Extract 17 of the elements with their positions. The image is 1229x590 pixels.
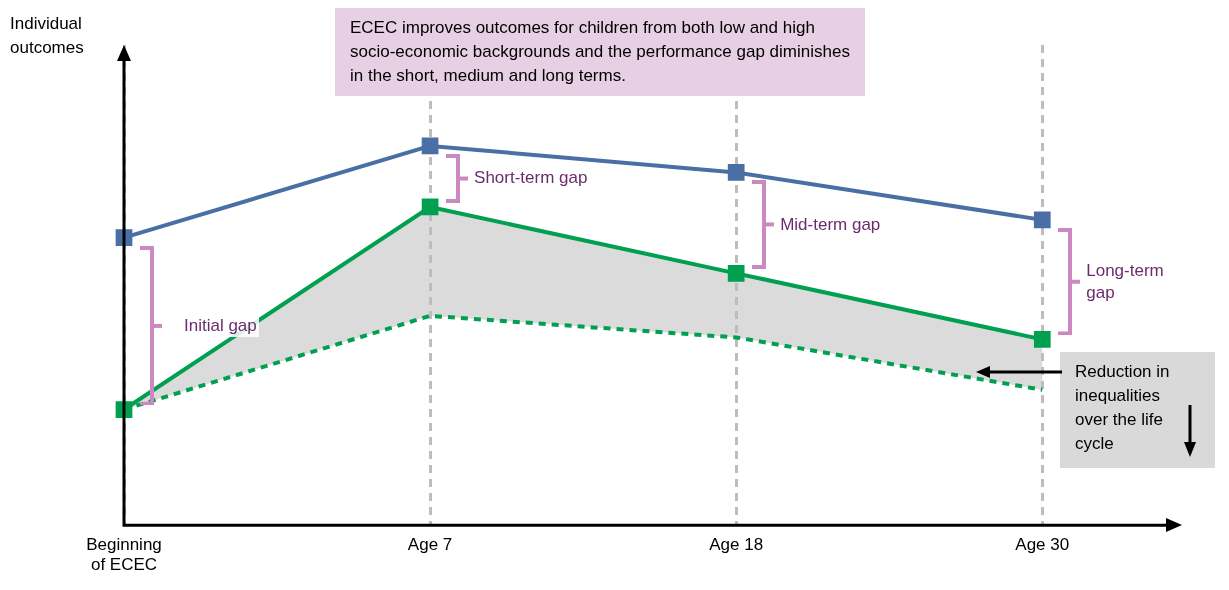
annotation: Mid-term gap: [780, 213, 882, 236]
x-tick-label: Age 18: [709, 535, 764, 555]
note-box: Reduction in inequalities over the life cycle: [1060, 352, 1215, 468]
point: [727, 264, 745, 282]
point: [1033, 330, 1051, 348]
point: [421, 137, 439, 155]
annotation: Initial gap: [182, 314, 259, 337]
x-tick-label: Age 30: [1015, 535, 1070, 555]
x-tick-label: Age 7: [407, 535, 453, 555]
note-box: ECEC improves outcomes for children from both low and high socio-economic backgrounds and the performance gap diminishes in the short, medium and long terms.: [335, 8, 865, 96]
annotation: Short-term gap: [474, 167, 589, 190]
text: Individual outcomes: [10, 13, 85, 59]
point: [421, 198, 439, 216]
point: [727, 164, 745, 181]
point: [1033, 211, 1051, 229]
x-tick-label: Beginning of ECEC: [86, 535, 162, 575]
annotation: Long-term gap: [1086, 259, 1165, 304]
